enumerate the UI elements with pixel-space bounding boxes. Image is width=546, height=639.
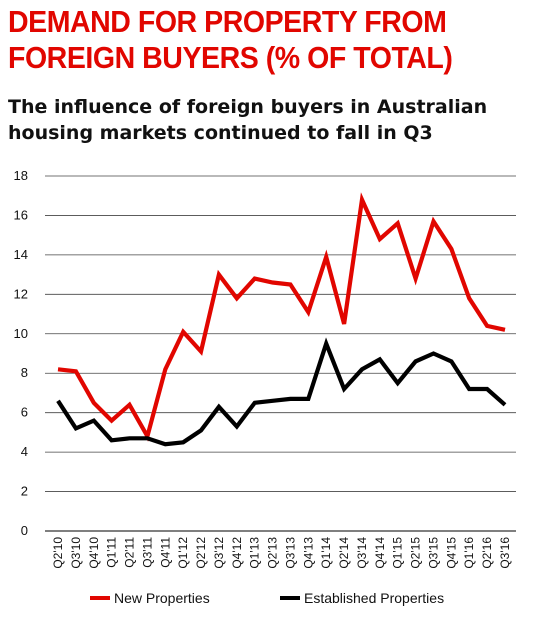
y-tick-label: 2 bbox=[21, 484, 28, 499]
chart-title: DEMAND FOR PROPERTY FROM FOREIGN BUYERS … bbox=[8, 4, 454, 75]
x-tick-label: Q4'10 bbox=[87, 537, 101, 569]
chart-subtitle: The influence of foreign buyers in Austr… bbox=[8, 96, 488, 144]
x-tick-label: Q2'14 bbox=[337, 537, 351, 569]
x-tick-label: Q2'12 bbox=[194, 537, 208, 569]
x-tick-label: Q2'15 bbox=[409, 537, 423, 569]
legend-label-established: Established Properties bbox=[304, 590, 445, 606]
x-tick-label: Q2'11 bbox=[123, 537, 137, 568]
x-tick-label: Q3'13 bbox=[283, 537, 297, 569]
y-tick-label: 8 bbox=[21, 365, 28, 380]
x-tick-label: Q2'16 bbox=[480, 537, 494, 569]
x-tick-label: Q3'11 bbox=[140, 537, 154, 568]
legend-swatch-new bbox=[90, 596, 110, 600]
legend-swatch-established bbox=[280, 596, 300, 600]
legend-label-new: New Properties bbox=[114, 590, 210, 606]
y-tick-label: 12 bbox=[14, 286, 28, 301]
y-tick-label: 0 bbox=[21, 523, 28, 538]
x-tick-label: Q1'15 bbox=[391, 537, 405, 569]
y-tick-label: 16 bbox=[14, 207, 28, 222]
x-tick-label: Q3'12 bbox=[212, 537, 226, 569]
x-tick-label: Q4'12 bbox=[230, 537, 244, 569]
x-tick-label: Q3'14 bbox=[355, 537, 369, 569]
y-tick-label: 18 bbox=[14, 168, 28, 183]
x-tick-label: Q4'11 bbox=[158, 537, 172, 568]
y-tick-label: 4 bbox=[21, 444, 28, 459]
x-tick-label: Q1'12 bbox=[176, 537, 190, 569]
x-tick-label: Q4'14 bbox=[373, 537, 387, 569]
x-tick-label: Q1'11 bbox=[105, 537, 119, 568]
x-tick-label: Q3'10 bbox=[69, 537, 83, 569]
x-tick-label: Q1'16 bbox=[462, 537, 476, 569]
series-line-new-properties bbox=[57, 192, 506, 442]
y-tick-label: 14 bbox=[14, 247, 28, 262]
x-tick-label: Q4'15 bbox=[444, 537, 458, 569]
legend-item-new-properties: New Properties bbox=[90, 590, 210, 606]
x-tick-label: Q1'14 bbox=[319, 537, 333, 569]
x-tick-label: Q2'10 bbox=[51, 537, 65, 569]
x-tick-label: Q2'13 bbox=[266, 537, 280, 569]
x-tick-label: Q3'16 bbox=[498, 537, 512, 569]
series-line-established-properties bbox=[56, 337, 507, 447]
legend-item-established-properties: Established Properties bbox=[280, 590, 444, 606]
x-tick-label: Q3'15 bbox=[426, 537, 440, 569]
x-tick-label: Q1'13 bbox=[248, 537, 262, 569]
y-tick-label: 10 bbox=[14, 326, 28, 341]
y-tick-label: 6 bbox=[21, 405, 28, 420]
x-tick-label: Q4'13 bbox=[301, 537, 315, 569]
